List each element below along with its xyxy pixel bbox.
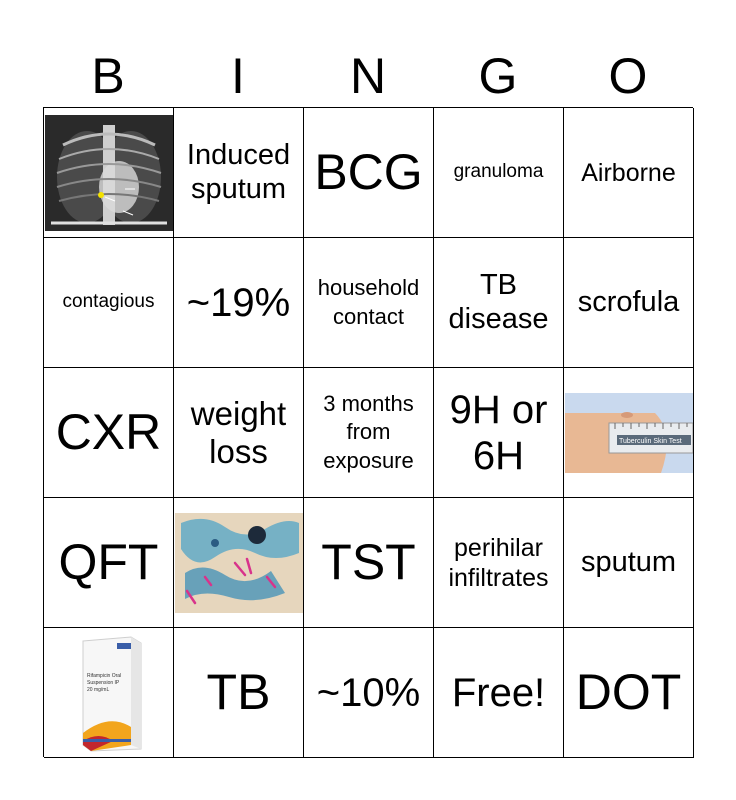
cell-text: perihilar infiltrates [448,533,549,592]
cell-text: TST [321,533,416,590]
cell-text: contagious [62,291,155,313]
bingo-cell[interactable]: scrofula [564,238,694,368]
bingo-cell-chest-xray[interactable] [44,108,174,238]
bingo-cell[interactable]: TB [174,628,304,758]
bingo-cell[interactable]: TB disease [434,238,564,368]
header-letter-b: B [91,48,125,104]
rifampicin-label: Rifampicin Oral [87,673,121,679]
bingo-cell[interactable]: DOT [564,628,694,758]
bingo-cell-acid-fast-smear[interactable] [174,498,304,628]
bingo-grid: Induced sputum BCG granuloma Airborne co… [43,107,694,758]
bingo-cell[interactable]: contagious [44,238,174,368]
cell-text: TB disease [448,269,549,335]
cell-text: Free! [451,670,546,715]
cell-text: ~10% [316,670,421,715]
cell-text: weight loss [190,394,287,470]
cell-text: CXR [55,403,162,460]
cell-text: Airborne [581,158,676,187]
header-letter-n: N [349,48,387,104]
bingo-cell[interactable]: sputum [564,498,694,628]
cell-text: TB [206,663,271,720]
cell-text: BCG [314,143,423,200]
tuberculin-skin-test-image: Tuberculin Skin Test [564,392,693,473]
bingo-cell[interactable]: granuloma [434,108,564,238]
bingo-cell[interactable]: ~19% [174,238,304,368]
bingo-cell[interactable]: perihilar infiltrates [434,498,564,628]
cell-text: QFT [58,533,159,590]
bingo-cell[interactable]: weight loss [174,368,304,498]
header-letter-o: O [608,48,648,104]
cell-text: DOT [575,663,682,720]
rifampicin-suspension-box-image: Rifampicin Oral Suspension IP 20 mg/mL [82,635,141,752]
cell-text: Induced sputum [186,139,291,205]
acid-fast-smear-image [174,512,303,613]
header-letter-g: G [478,48,518,104]
bingo-cell[interactable]: Induced sputum [174,108,304,238]
bingo-cell[interactable]: 3 months from exposure [304,368,434,498]
cell-text: 3 months from exposure [323,390,414,473]
bingo-header: B I N G O [43,48,693,104]
bingo-cell[interactable]: QFT [44,498,174,628]
cell-text: sputum [580,545,677,578]
cell-text: scrofula [577,285,680,318]
bingo-cell-tuberculin-skin-test[interactable]: Tuberculin Skin Test [564,368,694,498]
bingo-cell[interactable]: ~10% [304,628,434,758]
bingo-cell-free-space[interactable]: Free! [434,628,564,758]
bingo-cell[interactable]: BCG [304,108,434,238]
cell-text: granuloma [453,161,544,183]
skin-test-caption: Tuberculin Skin Test [619,438,682,445]
bingo-cell[interactable]: CXR [44,368,174,498]
header-letter-i: I [231,48,245,104]
bingo-cell-rifampicin-box[interactable]: Rifampicin Oral Suspension IP 20 mg/mL [44,628,174,758]
cell-text: household contact [317,274,420,329]
bingo-cell[interactable]: Airborne [564,108,694,238]
bingo-cell[interactable]: household contact [304,238,434,368]
cell-text: 9H or 6H [449,387,548,478]
rifampicin-label-2: Suspension IP [87,680,120,686]
chest-xray-image [44,114,173,231]
bingo-cell[interactable]: TST [304,498,434,628]
cell-text: ~19% [186,280,291,325]
bingo-cell[interactable]: 9H or 6H [434,368,564,498]
rifampicin-label-3: 20 mg/mL [87,687,109,693]
